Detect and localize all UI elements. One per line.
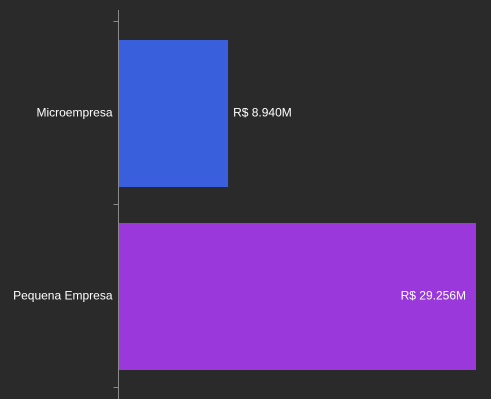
data-label: R$ 8.940M: [233, 106, 292, 120]
labels: Microempresa R$ 8.940M Pequena Empresa R$ 2…: [13, 106, 466, 303]
data-label: R$ 29.256M: [401, 289, 466, 303]
bars: [119, 40, 476, 370]
bar-microempresa[interactable]: [119, 40, 229, 187]
category-label: Pequena Empresa: [13, 289, 113, 303]
category-label: Microempresa: [36, 106, 112, 120]
y-axis-ticks: [113, 21, 119, 388]
bar-pequena-empresa[interactable]: [119, 223, 476, 370]
